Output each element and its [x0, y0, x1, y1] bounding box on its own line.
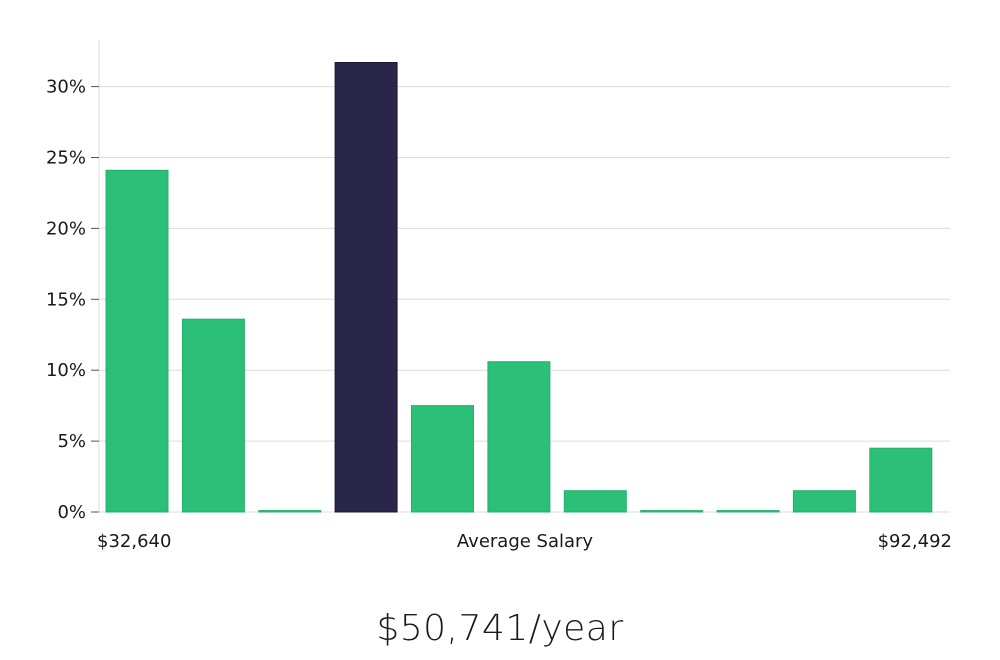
bar — [105, 169, 169, 513]
y-tick-label: 15% — [46, 289, 86, 310]
bar-highlighted — [334, 62, 398, 513]
x-label-max: $92,492 — [878, 531, 952, 552]
bar — [792, 490, 856, 513]
bar — [716, 510, 780, 513]
y-tick-label: 10% — [46, 360, 86, 381]
x-label-min: $32,640 — [97, 531, 171, 552]
y-tick-label: 30% — [46, 77, 86, 98]
bar — [181, 318, 245, 513]
bar-layer — [105, 62, 933, 513]
bar — [258, 510, 322, 513]
y-tick-label: 20% — [46, 218, 86, 239]
y-tick-label: 25% — [46, 148, 86, 169]
bar — [487, 361, 551, 513]
bar — [869, 447, 933, 513]
y-tick-label: 0% — [57, 502, 86, 523]
salary-distribution-chart: 0% 5% 10% 15% 20% 25% 30% $32,640 Average Sala… — [46, 40, 952, 552]
y-tick-label: 5% — [57, 431, 86, 452]
y-tick-labels: 0% 5% 10% 15% 20% 25% 30% — [46, 77, 99, 523]
x-axis-title: Average Salary — [457, 531, 594, 552]
average-salary-value: $50,741/year — [376, 608, 624, 649]
bar — [563, 490, 627, 513]
bar — [411, 405, 474, 513]
bar — [640, 510, 704, 513]
